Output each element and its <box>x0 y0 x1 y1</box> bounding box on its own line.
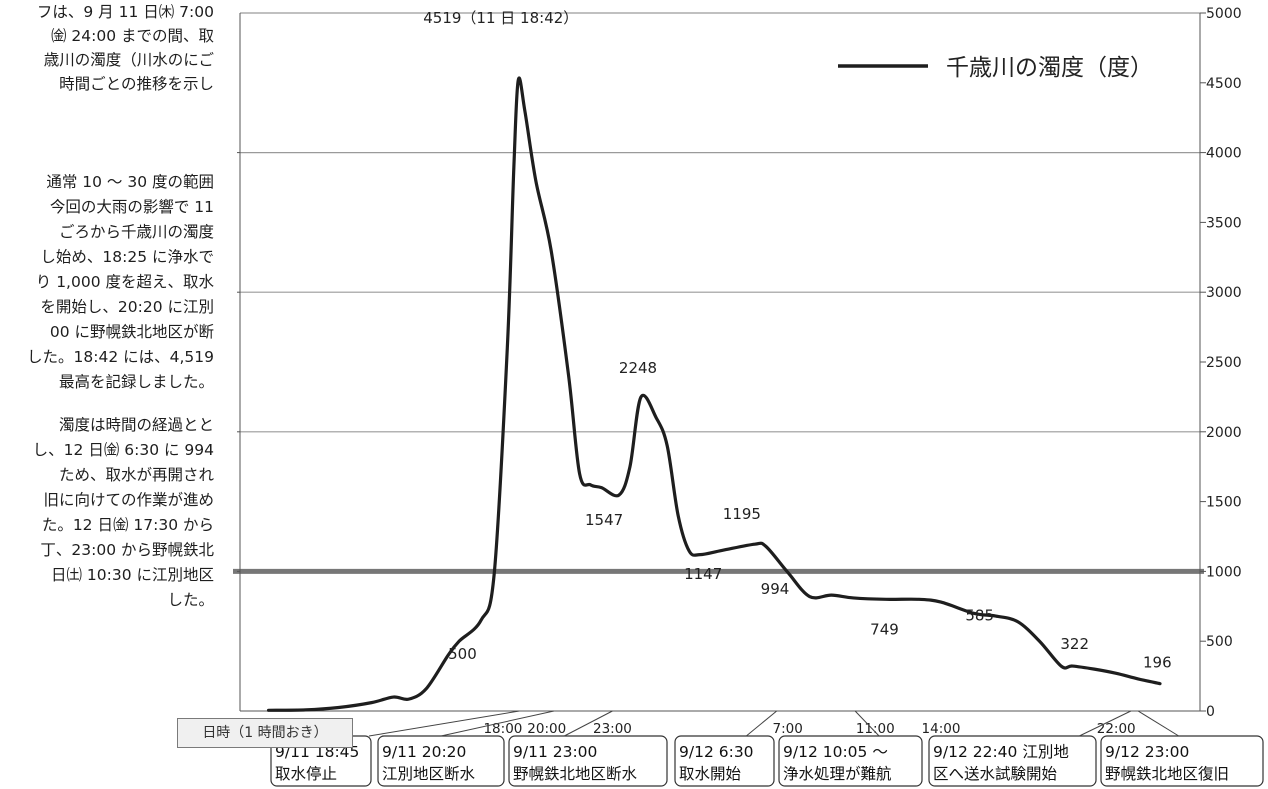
x-tick-label: 18:00 <box>483 721 522 737</box>
event-leader <box>440 710 555 737</box>
event-callout: 9/11 23:00 野幌鉄北地区断水 <box>508 710 668 787</box>
data-label: 2248 <box>619 359 657 377</box>
event-date: 9/12 22:40 江別地 <box>933 743 1069 761</box>
event-description: 野幌鉄北地区復旧 <box>1105 765 1229 783</box>
data-label: 196 <box>1143 654 1172 672</box>
y-tick-label: 500 <box>1206 634 1233 650</box>
event-box <box>508 735 668 787</box>
x-tick-label: 11:00 <box>856 721 895 737</box>
event-leader <box>1137 710 1180 737</box>
event-callout: 9/12 10:05 ～ 浄水処理が難航 <box>778 710 923 787</box>
paragraph-line: を開始し、20:20 に江別 <box>40 298 214 316</box>
event-description: 区へ送水試験開始 <box>933 765 1058 783</box>
legend: 千歳川の濁度（度） <box>838 55 1153 81</box>
paragraph-line: 丁、23:00 から野幌鉄北 <box>40 541 214 559</box>
y-tick-label: 4000 <box>1206 146 1242 162</box>
data-label: 322 <box>1060 635 1089 653</box>
x-tick-label: 20:00 <box>527 721 566 737</box>
paragraph-line: 旧に向けての作業が進め <box>43 491 214 509</box>
event-box <box>674 735 775 787</box>
event-date: 9/12 6:30 <box>679 743 754 761</box>
paragraph-line: 日㈯ 10:30 に江別地区 <box>50 566 214 584</box>
paragraph-line: 濁度は時間の経過とと <box>58 416 214 434</box>
y-tick-label: 3000 <box>1206 285 1242 301</box>
data-label: 749 <box>870 620 899 638</box>
x-tick-label: 7:00 <box>772 721 802 737</box>
paragraph-line: フは、9 月 11 日㈭ 7:00 <box>36 3 214 21</box>
data-label: 994 <box>761 580 790 598</box>
paragraph-line: 歳川の濁度（川水のにご <box>43 51 214 69</box>
event-callout: 9/12 23:00 野幌鉄北地区復旧 <box>1100 710 1264 787</box>
event-date: 9/11 23:00 <box>513 743 597 761</box>
data-label: 1547 <box>585 511 623 529</box>
paragraph-line: ㈮ 24:00 までの間、取 <box>50 27 214 45</box>
event-description: 野幌鉄北地区断水 <box>513 765 638 783</box>
data-label: 500 <box>448 645 477 663</box>
paragraph-line: 00 に野幌鉄北地区が断 <box>49 323 214 341</box>
grid <box>233 12 1204 574</box>
event-leader <box>1079 710 1132 737</box>
event-leader <box>745 710 778 737</box>
x-tick-label: 14:00 <box>922 721 961 737</box>
x-axis-label-badge: 日時（1 時間おき） <box>177 718 353 748</box>
data-label: 1147 <box>684 565 722 583</box>
paragraph-line: り 1,000 度を超え、取水 <box>35 273 214 291</box>
y-tick-label: 5000 <box>1206 6 1242 22</box>
paragraph-line: し始め、18:25 に浄水で <box>40 248 214 266</box>
event-description: 取水停止 <box>275 765 337 783</box>
event-date: 9/12 23:00 <box>1105 743 1189 761</box>
event-date: 9/12 10:05 ～ <box>783 743 888 761</box>
event-description: 浄水処理が難航 <box>783 765 892 783</box>
series-line-turbidity <box>266 76 1162 712</box>
y-tick-label: 1000 <box>1206 564 1242 580</box>
y-tick-label: 0 <box>1206 704 1215 720</box>
x-tick-label: 22:00 <box>1097 721 1136 737</box>
paragraph-line: た。12 日㈮ 17:30 から <box>41 516 214 534</box>
data-label: 4519（11 日 18:42） <box>423 9 578 27</box>
y-tick-label: 4500 <box>1206 76 1242 92</box>
event-leader <box>368 710 520 737</box>
data-label: 585 <box>965 606 994 624</box>
event-callout: 9/12 6:30 取水開始 <box>674 710 778 787</box>
event-date: 9/11 20:20 <box>382 743 466 761</box>
event-box <box>778 735 923 787</box>
event-callout: 9/11 20:20 江別地区断水 <box>377 710 555 787</box>
y-tick-label: 3500 <box>1206 215 1242 231</box>
paragraph-line: し、12 日㈮ 6:30 に 994 <box>32 441 214 459</box>
x-axis-label: 日時（1 時間おき） <box>202 725 328 741</box>
y-tick-label: 2500 <box>1206 355 1242 371</box>
y-tick-label: 2000 <box>1206 425 1242 441</box>
event-description: 取水開始 <box>679 765 742 783</box>
event-leader <box>564 710 613 737</box>
paragraph-line: ごろから千歳川の濁度 <box>58 223 214 241</box>
event-box <box>1100 735 1264 787</box>
paragraph-line: 今回の大雨の影響で 11 <box>49 198 214 216</box>
paragraph-line: した。18:42 には、4,519 <box>27 348 214 366</box>
paragraph-line: ため、取水が再開され <box>58 466 214 484</box>
data-label: 1195 <box>723 505 761 523</box>
event-leader <box>854 710 880 737</box>
axes: 0 500 1000 1500 2000 2500 3000 3500 4000 4500 5000… <box>203 6 1242 737</box>
series-layer <box>266 76 1162 712</box>
x-tick-label: 23:00 <box>593 721 632 737</box>
data-labels: 4519（11 日 18:42） 2248 1547 1147 1195 994 749 58… <box>423 9 1171 671</box>
explanatory-text: フは、9 月 11 日㈭ 7:00 ㈮ 24:00 までの間、取歳川の濁度（川水の… <box>0 0 240 700</box>
y-tick-label: 1500 <box>1206 495 1242 511</box>
paragraph-line: 最高を記録しました。 <box>58 373 214 391</box>
legend-label: 千歳川の濁度（度） <box>946 55 1153 81</box>
event-description: 江別地区断水 <box>382 765 476 783</box>
paragraph-line: 通常 10 ～ 30 度の範囲 <box>46 173 214 191</box>
paragraph-line: した。 <box>167 591 214 609</box>
event-box <box>928 735 1097 787</box>
paragraph-line: 時間ごとの推移を示し <box>59 75 214 93</box>
